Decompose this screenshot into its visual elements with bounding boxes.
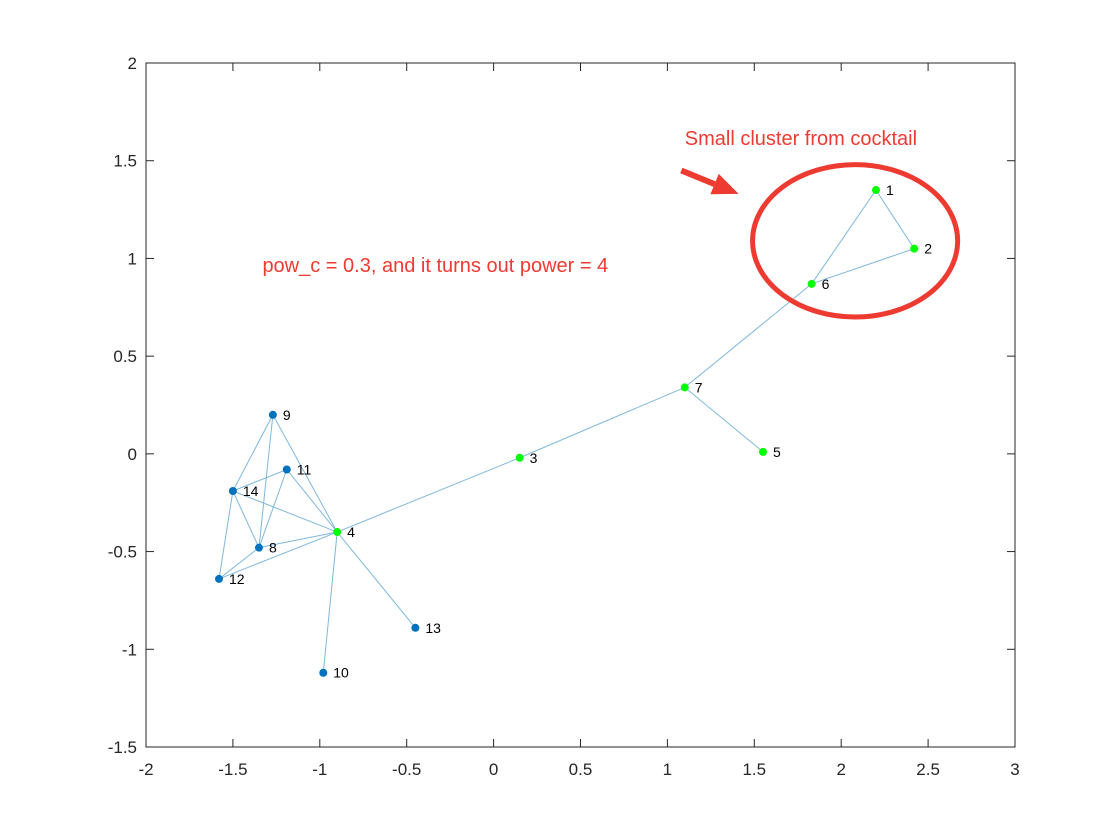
x-tick-label: 1.5 xyxy=(742,760,766,779)
x-tick-label: 1 xyxy=(663,760,672,779)
edge-7-5 xyxy=(684,387,764,453)
annotation-arrow-head xyxy=(710,173,739,195)
node-label-1: 1 xyxy=(886,182,894,198)
edge-4-9 xyxy=(272,414,338,533)
node-10 xyxy=(319,668,328,677)
edge-8-12 xyxy=(218,547,260,580)
annotation-text-1: Small cluster from cocktail xyxy=(685,128,917,150)
edge-14-12 xyxy=(218,490,234,580)
edge-4-11 xyxy=(286,469,338,533)
node-label-2: 2 xyxy=(924,241,932,257)
y-tick-label: 0.5 xyxy=(113,347,137,366)
edge-1-2 xyxy=(875,189,915,249)
highlight-ellipse xyxy=(750,162,961,320)
edge-11-8 xyxy=(258,469,288,548)
node-5 xyxy=(758,447,767,456)
edge-layer xyxy=(218,189,915,673)
node-14 xyxy=(228,486,237,495)
node-label-8: 8 xyxy=(269,540,277,556)
node-1 xyxy=(871,186,880,195)
node-8 xyxy=(254,543,263,552)
y-tick-label: 0 xyxy=(128,445,137,464)
edge-14-11 xyxy=(232,469,287,492)
node-4 xyxy=(333,528,342,537)
y-tick-label: 2 xyxy=(128,54,137,73)
node-label-9: 9 xyxy=(283,407,291,423)
edge-3-4 xyxy=(336,457,520,533)
node-9 xyxy=(268,410,277,419)
x-tick-label: -2 xyxy=(138,760,153,779)
edge-7-3 xyxy=(519,386,685,459)
node-label-3: 3 xyxy=(530,450,538,466)
x-tick-label: -1.5 xyxy=(218,760,247,779)
x-tick-label: 0 xyxy=(489,760,498,779)
x-tick-label: 2.5 xyxy=(916,760,940,779)
node-label-7: 7 xyxy=(695,379,703,395)
y-tick-label: -1.5 xyxy=(108,738,137,757)
x-tick-label: 3 xyxy=(1010,760,1019,779)
edge-9-8 xyxy=(258,414,274,548)
node-13 xyxy=(411,623,420,632)
edge-2-6 xyxy=(811,248,915,285)
node-12 xyxy=(214,574,223,583)
axes-layer: -2 -1.5 -1 -0.5 0 0.5 1 1.5 2 2.5 3-1.5-1-0.500.51… xyxy=(108,54,1020,779)
edge-14-8 xyxy=(232,490,260,548)
node-label-10: 10 xyxy=(333,665,349,681)
node-label-4: 4 xyxy=(347,524,355,540)
x-tick-label: -0.5 xyxy=(392,760,421,779)
edge-1-6 xyxy=(811,189,877,285)
node-label-13: 13 xyxy=(425,620,441,636)
y-tick-label: -0.5 xyxy=(108,543,137,562)
annotation-arrow-shaft xyxy=(680,167,716,187)
node-label-11: 11 xyxy=(297,461,312,477)
node-label-14: 14 xyxy=(243,483,259,499)
y-tick-label: -1 xyxy=(122,640,137,659)
edge-4-13 xyxy=(336,531,416,629)
node-7 xyxy=(680,383,689,392)
plot-area xyxy=(145,62,1016,748)
node-label-5: 5 xyxy=(773,444,781,460)
node-6 xyxy=(807,279,816,288)
edge-4-12 xyxy=(218,531,338,580)
node-label-6: 6 xyxy=(822,276,830,292)
edge-4-8 xyxy=(258,531,338,549)
edge-9-14 xyxy=(232,414,274,492)
node-label-12: 12 xyxy=(229,571,245,587)
node-11 xyxy=(282,465,291,474)
annotation-text-2: pow_c = 0.3, and it turns out power = 4 xyxy=(262,255,608,277)
annotation-layer: Small cluster from cocktail pow_c = 0.3, … xyxy=(262,128,917,277)
edge-4-14 xyxy=(232,490,338,533)
x-tick-label: 0.5 xyxy=(569,760,593,779)
y-tick-label: 1.5 xyxy=(113,152,137,171)
x-tick-label: 2 xyxy=(836,760,845,779)
node-3 xyxy=(515,453,524,462)
node-2 xyxy=(910,244,919,253)
edge-4-10 xyxy=(322,531,338,673)
x-tick-label: -1 xyxy=(312,760,327,779)
highlight-layer xyxy=(680,162,961,320)
y-tick-label: 1 xyxy=(128,249,137,268)
